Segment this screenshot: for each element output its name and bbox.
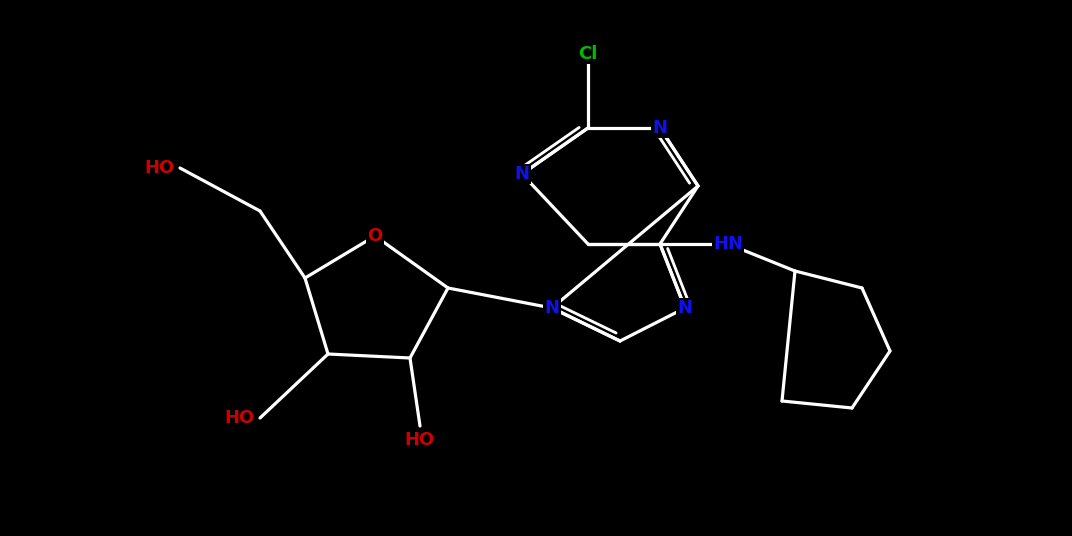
Text: HO: HO [145,159,175,177]
Text: Cl: Cl [578,45,598,63]
Text: N: N [678,299,693,317]
Text: O: O [368,227,383,245]
Text: N: N [515,165,530,183]
Text: N: N [545,299,560,317]
Text: HO: HO [225,409,255,427]
Text: HN: HN [713,235,743,253]
Text: N: N [653,119,668,137]
Text: HO: HO [405,431,435,449]
